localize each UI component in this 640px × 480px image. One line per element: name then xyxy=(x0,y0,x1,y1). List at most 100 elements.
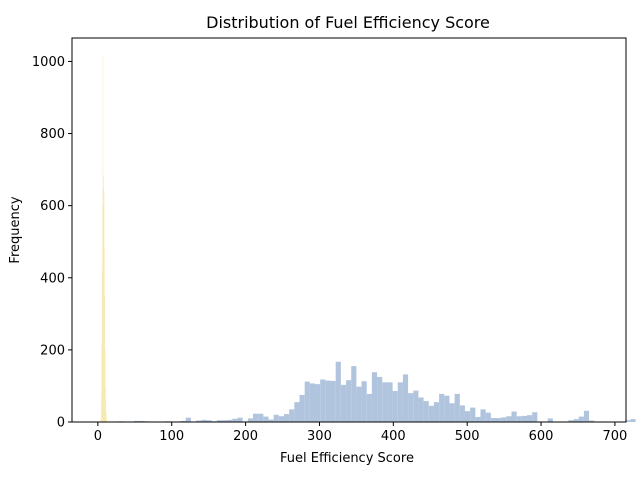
histogram-bar xyxy=(506,416,512,422)
y-axis-title: Frequency xyxy=(8,196,23,263)
histogram-bar xyxy=(180,420,186,422)
histogram-bar xyxy=(340,384,347,422)
histogram-bar xyxy=(625,420,631,422)
histogram-bar xyxy=(521,415,528,422)
histogram-bar xyxy=(237,417,243,422)
histogram-bar xyxy=(103,187,104,422)
histogram-bar xyxy=(105,387,106,422)
x-tick-label: 0 xyxy=(94,429,102,444)
histogram-bar xyxy=(330,380,336,422)
histogram-bar xyxy=(100,414,102,422)
histogram-bar xyxy=(516,416,522,422)
plot-frame xyxy=(71,37,627,423)
histogram-bar xyxy=(104,349,106,422)
histogram-bar xyxy=(284,414,290,422)
chart-title: Distribution of Fuel Efficiency Score xyxy=(206,13,490,32)
y-tick-label: 400 xyxy=(40,271,65,286)
histogram-bar xyxy=(382,382,388,422)
histogram-bar xyxy=(206,420,212,422)
histogram-bar xyxy=(304,381,310,422)
histogram-bar xyxy=(439,393,445,422)
y-tick-label: 200 xyxy=(40,343,65,358)
histogram-bar xyxy=(102,56,104,422)
y-tick-label: 0 xyxy=(57,416,65,431)
histogram-bar xyxy=(216,420,222,422)
histogram-bar xyxy=(475,416,481,422)
histogram-bar xyxy=(495,418,502,422)
histogram-bar xyxy=(289,409,295,422)
histogram-bar xyxy=(268,419,274,422)
histogram-bar xyxy=(444,395,450,422)
histogram-bar xyxy=(583,410,590,422)
histogram-bar xyxy=(589,420,595,422)
histogram-bar xyxy=(366,393,372,422)
histogram-bar xyxy=(464,411,471,422)
histogram-bar xyxy=(351,366,357,422)
histogram-bar xyxy=(196,420,202,422)
histogram-bar xyxy=(402,374,409,422)
histogram-bar xyxy=(578,416,584,422)
histogram-bar xyxy=(221,420,228,422)
histogram-bar xyxy=(278,416,284,422)
histogram-bar xyxy=(139,420,145,422)
histogram-bar xyxy=(397,382,403,422)
x-tick-label: 500 xyxy=(455,429,480,444)
histogram-bar xyxy=(490,418,496,422)
histogram-bar xyxy=(103,191,105,422)
histogram-bar xyxy=(106,419,107,422)
histogram-bar xyxy=(573,419,579,422)
histogram-bar xyxy=(377,376,383,422)
histogram-bar xyxy=(315,384,321,422)
axes: 0 100 200 300 400 500 600 700 0 200 400 600 800 1000 xyxy=(32,37,627,444)
histogram-bar xyxy=(299,394,305,422)
histogram-bar xyxy=(104,295,105,422)
histogram-bar xyxy=(273,414,279,422)
histogram-bar xyxy=(294,402,300,422)
histogram-bar xyxy=(527,415,533,422)
histogram-bar xyxy=(501,417,507,422)
histogram-bar xyxy=(547,418,553,422)
histogram-bar xyxy=(480,409,486,422)
histogram-bar xyxy=(100,420,101,422)
histogram-bar xyxy=(413,390,419,422)
histogram-bar xyxy=(346,380,352,422)
histogram-bar xyxy=(320,379,326,422)
histogram-bar xyxy=(103,175,104,422)
x-tick-label: 200 xyxy=(233,429,258,444)
histogram-bar xyxy=(101,393,102,422)
histogram-bar xyxy=(568,420,574,422)
histogram-bar xyxy=(449,403,455,422)
x-tick-label: 100 xyxy=(159,429,184,444)
histogram-bar xyxy=(392,390,398,422)
histogram-bar xyxy=(232,418,238,422)
histogram-bar xyxy=(428,405,434,422)
histogram-bar xyxy=(630,419,636,422)
histogram-bar xyxy=(104,248,105,422)
histogram-bar xyxy=(102,205,103,422)
histogram-bar xyxy=(263,416,269,422)
histogram-bar xyxy=(134,420,140,422)
y-tick-label: 600 xyxy=(40,199,65,214)
x-tick-label: 400 xyxy=(381,429,406,444)
histogram-bar xyxy=(309,383,316,422)
y-tick-label: 1000 xyxy=(32,55,65,70)
histogram-bar xyxy=(470,407,476,422)
histogram-bar xyxy=(105,400,107,422)
histogram-bar xyxy=(227,419,233,422)
histogram-bar xyxy=(433,402,440,422)
histogram-bar xyxy=(252,413,259,422)
histogram-bar xyxy=(325,380,331,422)
histogram-bar xyxy=(454,393,460,422)
histogram-bar xyxy=(511,411,517,422)
plot-area xyxy=(100,56,636,422)
histogram-bar xyxy=(423,401,429,422)
histogram-bar xyxy=(201,419,207,422)
histogram-bar xyxy=(356,386,362,422)
histogram-bar xyxy=(247,418,253,422)
histogram-bar xyxy=(335,361,341,422)
histogram-bar xyxy=(185,417,191,422)
x-axis-title: Fuel Efficiency Score xyxy=(280,451,414,466)
x-tick-label: 600 xyxy=(529,429,554,444)
histogram-bar xyxy=(459,405,465,422)
